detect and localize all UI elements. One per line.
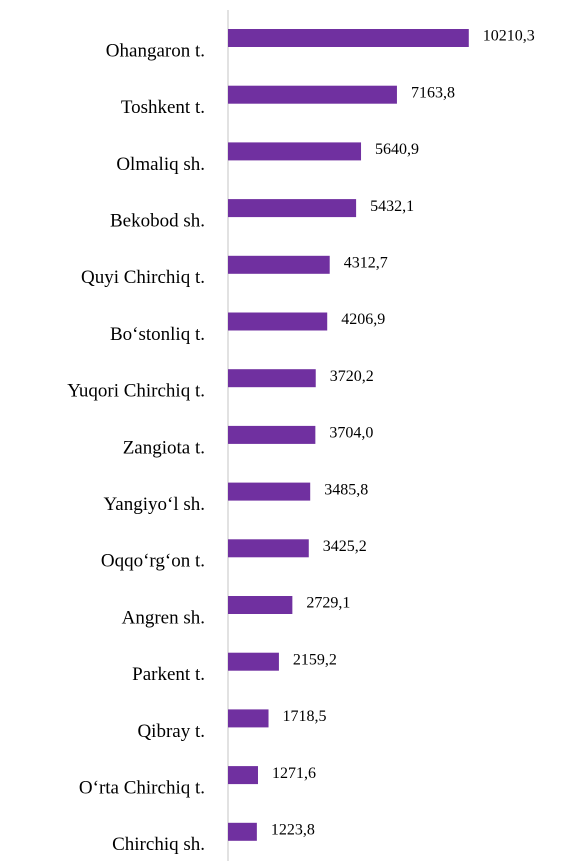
bar <box>228 255 330 274</box>
bar <box>228 539 309 558</box>
value-label: 5432,1 <box>370 198 414 215</box>
value-label: 1718,5 <box>283 708 327 725</box>
value-label: 3720,2 <box>330 368 374 385</box>
value-label: 4206,9 <box>341 311 385 328</box>
bar <box>228 142 362 161</box>
bar <box>228 29 469 47</box>
value-label: 1271,6 <box>272 765 316 782</box>
value-label: 2729,1 <box>306 595 350 612</box>
y-tick-label: Chirchiq sh. <box>112 834 205 855</box>
value-label: 4312,7 <box>344 254 388 271</box>
value-label: 2159,2 <box>293 651 337 668</box>
y-tick-label: Angren sh. <box>122 607 205 628</box>
bar <box>228 766 258 785</box>
value-label: 3485,8 <box>324 481 368 498</box>
y-tick-label: O‘rta Chirchiq t. <box>79 777 205 798</box>
y-tick-label: Parkent t. <box>132 664 205 685</box>
bar <box>228 596 293 614</box>
bar <box>228 652 279 671</box>
bar <box>228 85 397 104</box>
bar <box>228 369 316 388</box>
value-label: 3704,0 <box>329 425 373 442</box>
value-label: 5640,9 <box>375 141 419 158</box>
value-label: 7163,8 <box>411 84 455 101</box>
y-tick-label: Ohangaron t. <box>106 40 205 61</box>
bar <box>228 425 316 444</box>
bar <box>228 709 269 728</box>
y-tick-label: Olmaliq sh. <box>116 154 205 175</box>
bar <box>228 482 311 501</box>
bar <box>228 312 328 331</box>
bar <box>228 822 257 841</box>
bar <box>228 199 357 218</box>
value-label: 3425,2 <box>323 538 367 555</box>
y-tick-label: Yangiyo‘l sh. <box>103 494 205 515</box>
value-label: 1223,8 <box>271 821 315 838</box>
y-tick-label: Oqqo‘rg‘on t. <box>101 551 205 572</box>
y-tick-label: Zangiota t. <box>123 437 205 458</box>
y-tick-label: Qibray t. <box>137 721 205 742</box>
y-tick-label: Yuqori Chirchiq t. <box>67 381 205 402</box>
value-label: 10210,3 <box>483 28 535 45</box>
y-tick-label: Toshkent t. <box>121 97 205 118</box>
y-tick-label: Bo‘stonliq t. <box>110 324 205 345</box>
y-tick-label: Bekobod sh. <box>110 210 205 231</box>
y-tick-label: Quyi Chirchiq t. <box>81 267 205 288</box>
